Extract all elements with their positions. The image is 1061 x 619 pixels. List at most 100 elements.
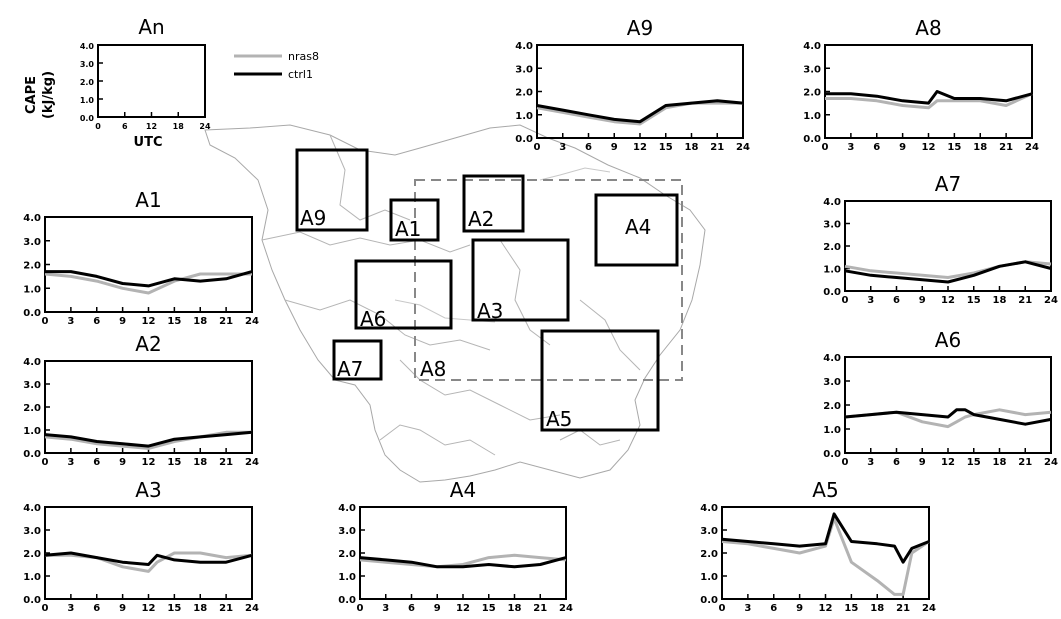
x-tick-label-a6: 3 (867, 457, 874, 468)
border-line (379, 424, 496, 456)
border-line (499, 239, 551, 346)
x-tick-label-a5: 21 (896, 603, 910, 614)
x-tick-label-a1: 9 (119, 316, 126, 327)
x-tick-label-an: 18 (173, 122, 185, 131)
panel-a4: A4 0.0 1.0 2.0 3.0 4.0 0 3 6 9 12 15 18 21 24 (338, 478, 573, 614)
x-tick-label-a8: 0 (822, 142, 829, 153)
region-label-a1: A1 (395, 217, 421, 241)
region-label-a2: A2 (468, 207, 494, 231)
y-tick-label-an: 0.0 (80, 114, 95, 123)
panel-a2: A2 0.0 1.0 2.0 3.0 4.0 0 3 6 9 12 15 18 21 24 (23, 332, 259, 468)
x-tick-label-a1: 12 (142, 316, 156, 327)
y-tick-label-a3: 3.0 (23, 526, 41, 537)
series-line-nras8-a8 (825, 92, 1033, 110)
panel-title-a4: A4 (450, 478, 476, 502)
series-line-ctrl1-a2 (44, 430, 253, 448)
y-tick-label-a2: 0.0 (23, 449, 41, 460)
x-tick-label-a8: 18 (973, 142, 987, 153)
y-tick-label-a5: 2.0 (700, 549, 718, 560)
x-tick-label-a9: 15 (659, 142, 673, 153)
plot-frame-a1 (44, 216, 253, 313)
panel-a9: A9 0.0 1.0 2.0 3.0 4.0 0 3 6 9 12 15 18 21 24 (515, 16, 750, 153)
series-line-ctrl1-a5 (721, 512, 930, 564)
series-line-ctrl1-a3 (44, 551, 253, 566)
x-tick-label-a1: 18 (193, 316, 207, 327)
panel-title-a5: A5 (812, 478, 838, 502)
panel-a3: A3 0.0 1.0 2.0 3.0 4.0 0 3 6 9 12 15 18 21 24 (23, 478, 259, 614)
panel-title-a6: A6 (935, 328, 961, 352)
x-tick-label-a2: 12 (142, 457, 156, 468)
x-tick-label-a3: 9 (119, 603, 126, 614)
region-box-a3 (471, 238, 570, 322)
x-tick-label-a6: 24 (1044, 457, 1058, 468)
series-line-ctrl1-a7 (844, 260, 1052, 284)
region-label-a6: A6 (360, 307, 386, 331)
y-tick-label-a1: 2.0 (23, 261, 41, 272)
continent-outline (204, 124, 706, 483)
x-tick-label-a2: 18 (193, 457, 207, 468)
y-tick-label-a1: 3.0 (23, 237, 41, 248)
x-tick-label-an: 24 (199, 122, 211, 131)
plot-frame-a6 (844, 356, 1052, 454)
x-tick-label-a4: 9 (434, 603, 441, 614)
x-tick-label-a8: 24 (1025, 142, 1039, 153)
x-tick-label-a8: 15 (947, 142, 961, 153)
x-tick-label-a5: 12 (819, 603, 833, 614)
x-tick-label-a5: 9 (796, 603, 803, 614)
x-tick-label-a5: 15 (844, 603, 858, 614)
panel-title-a3: A3 (135, 478, 161, 502)
region-label-a9: A9 (300, 206, 326, 230)
x-tick-label-a9: 24 (736, 142, 750, 153)
y-tick-label-a9: 3.0 (515, 64, 533, 75)
series-line-nras8-a9 (536, 101, 743, 126)
x-tick-label-a7: 3 (867, 295, 874, 306)
y-tick-label-a5: 1.0 (700, 572, 718, 583)
x-tick-label-an: 6 (122, 122, 128, 131)
panel-title-a2: A2 (135, 332, 161, 356)
x-tick-label-a9: 6 (585, 142, 592, 153)
series-line-nras8-a1 (44, 272, 252, 295)
series-line-nras8-a5 (721, 517, 930, 596)
legend-label-nras8: nras8 (288, 50, 319, 63)
y-tick-label-a7: 4.0 (823, 197, 841, 208)
panel-title-a8: A8 (915, 16, 941, 40)
panel-an: An 0.0 1.0 2.0 3.0 4.0 0 6 12 18 24 (80, 15, 211, 131)
y-tick-label-a9: 1.0 (515, 111, 533, 122)
x-tick-label-a1: 21 (219, 316, 233, 327)
y-tick-label-a4: 0.0 (338, 595, 356, 606)
x-tick-label-a7: 12 (941, 295, 955, 306)
region-box-a7 (332, 339, 383, 381)
border-line (579, 299, 641, 371)
x-tick-label-a7: 21 (1018, 295, 1032, 306)
series-line-nras8-a4 (359, 553, 567, 569)
panel-a5: A5 0.0 1.0 2.0 3.0 4.0 0 3 6 9 12 15 18 21 24 (700, 478, 936, 614)
y-tick-label-an: 2.0 (80, 78, 95, 87)
x-tick-label-a5: 18 (870, 603, 884, 614)
x-tick-label-a4: 15 (482, 603, 496, 614)
x-tick-label-a9: 12 (633, 142, 647, 153)
x-tick-label-a8: 3 (847, 142, 854, 153)
region-label-a8: A8 (420, 357, 446, 381)
x-tick-label-a9: 0 (534, 142, 541, 153)
dashed-region-box (414, 179, 683, 381)
x-tick-label-a5: 3 (744, 603, 751, 614)
x-tick-label-a5: 6 (770, 603, 777, 614)
x-tick-label-a2: 21 (219, 457, 233, 468)
y-tick-label-a3: 1.0 (23, 572, 41, 583)
y-tick-label-a8: 4.0 (803, 41, 821, 52)
x-tick-label-a4: 6 (408, 603, 415, 614)
border-line (284, 299, 491, 351)
y-tick-label-a2: 3.0 (23, 380, 41, 391)
y-tick-label-a6: 0.0 (823, 449, 841, 460)
x-tick-label-a4: 24 (559, 603, 573, 614)
x-tick-label-a1: 24 (245, 316, 259, 327)
legend: nras8 ctrl1 (234, 50, 319, 81)
panel-a6: A6 0.0 1.0 2.0 3.0 4.0 0 3 6 9 12 15 18 21 24 (823, 328, 1058, 468)
y-tick-label-an: 1.0 (80, 96, 95, 105)
x-tick-label-a6: 6 (893, 457, 900, 468)
y-tick-label-a2: 1.0 (23, 426, 41, 437)
x-tick-label-a2: 0 (42, 457, 49, 468)
x-tick-label-a8: 21 (999, 142, 1013, 153)
x-tick-label-a8: 12 (922, 142, 936, 153)
x-tick-label-a7: 24 (1044, 295, 1058, 306)
